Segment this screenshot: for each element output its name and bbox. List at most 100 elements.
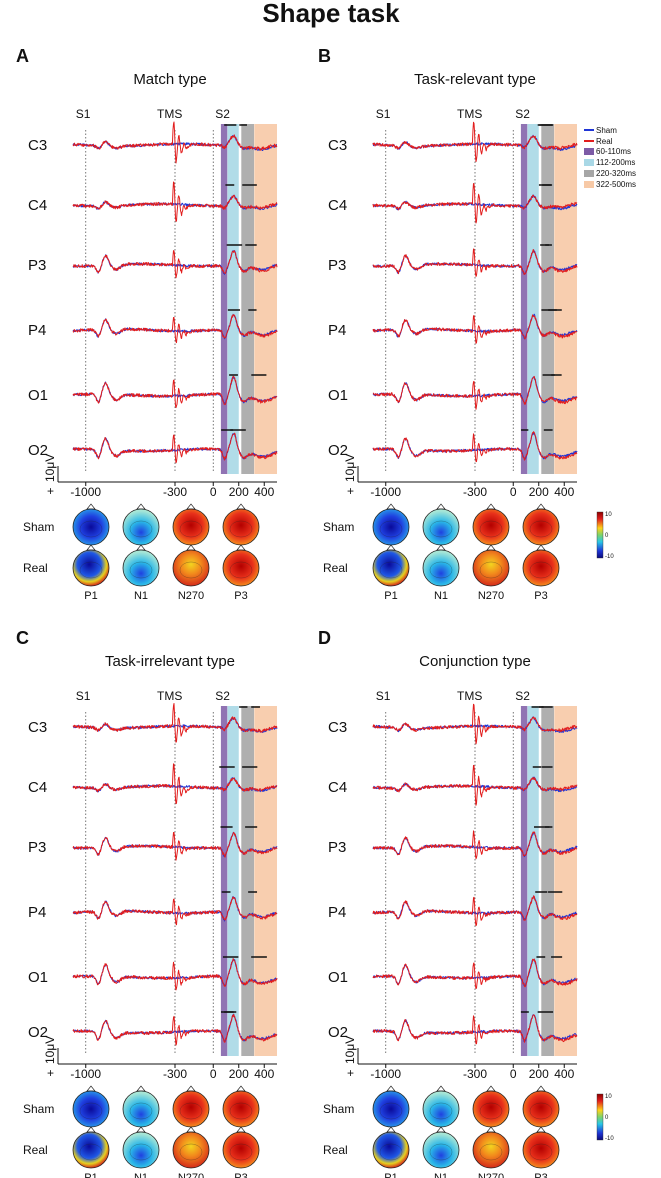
topomap-contour (79, 1102, 103, 1120)
topomap-nose (186, 1126, 196, 1133)
trace-p4-real (72, 314, 278, 344)
channel-label-o2: O2 (28, 1024, 48, 1041)
topo-row-label: Sham (23, 1102, 54, 1116)
x-tick-label: -300 (163, 1067, 187, 1081)
topomap-real-n270 (472, 1131, 510, 1169)
x-tick-label: 0 (210, 1067, 217, 1081)
x-tick-label: -300 (463, 1067, 487, 1081)
trace-p3-real (72, 831, 278, 861)
channel-label-o2: O2 (28, 442, 48, 459)
legend-swatch-window-2 (584, 159, 594, 166)
legend-label-sham: Sham (596, 126, 617, 135)
topomap-contour (479, 561, 503, 579)
channel-label-p4: P4 (28, 322, 46, 339)
topomap-contour (429, 1102, 453, 1120)
panel-title: Match type (133, 71, 206, 88)
trace-c3-real (372, 121, 578, 163)
topomap-nose (236, 503, 246, 510)
x-tick-label: 0 (210, 485, 217, 499)
topo-component-label: P1 (384, 590, 397, 602)
topomap-contour (179, 1102, 203, 1120)
trace-c4-real (72, 763, 278, 805)
topomap-nose (536, 1126, 546, 1133)
panel-letter: D (318, 628, 331, 648)
scale-sign: + (47, 1066, 54, 1080)
topomap-contour (529, 520, 553, 538)
trace-o1-real (72, 958, 278, 991)
scale-label: 10μV (343, 454, 357, 482)
channel-label-c3: C3 (28, 137, 47, 154)
channel-label-p4: P4 (328, 322, 346, 339)
time-window-3 (541, 124, 555, 474)
time-window-2 (227, 124, 239, 474)
trace-o1-real (372, 958, 578, 989)
channel-label-c4: C4 (28, 779, 47, 796)
topo-component-label: P3 (234, 1172, 247, 1178)
event-s2-label: S2 (515, 107, 530, 121)
topomap-real-p3 (522, 549, 560, 587)
topomap-real-p3 (222, 549, 260, 587)
topomap-nose (386, 1085, 396, 1092)
scale-label: 10μV (343, 1036, 357, 1064)
topomap-nose (136, 1126, 146, 1133)
x-tick-label: -300 (163, 485, 187, 499)
topomap-contour (529, 561, 553, 579)
trace-c4-real (372, 764, 578, 806)
event-tms-label: TMS (457, 107, 482, 121)
x-tick-label: 400 (554, 485, 574, 499)
time-window-3 (241, 124, 255, 474)
trace-p3-real (72, 250, 278, 279)
topomap-real-n270 (472, 549, 510, 587)
channel-label-c3: C3 (328, 719, 347, 736)
channel-label-c4: C4 (328, 197, 347, 214)
topo-component-label: P1 (84, 1172, 97, 1178)
topomap-nose (236, 1085, 246, 1092)
channel-label-p4: P4 (28, 904, 46, 921)
topomap-nose (386, 1126, 396, 1133)
legend-swatch-window-4 (584, 181, 594, 188)
scale-sign: + (47, 484, 54, 498)
topo-component-label: N270 (478, 590, 504, 602)
trace-o2-real (72, 432, 278, 464)
panel-title: Task-irrelevant type (105, 653, 235, 670)
trace-p4-real (372, 895, 578, 927)
time-window-4 (254, 124, 277, 474)
time-window-2 (227, 706, 239, 1056)
topo-component-label: N270 (478, 1172, 504, 1178)
channel-label-o2: O2 (328, 1024, 348, 1041)
topomap-nose (486, 1126, 496, 1133)
trace-o2-real (372, 1014, 578, 1045)
colorbar-max: 10 (605, 512, 612, 518)
x-tick-label: 400 (254, 485, 274, 499)
event-s2-label: S2 (215, 107, 230, 121)
trace-o2-real (372, 431, 578, 463)
channel-label-c3: C3 (328, 137, 347, 154)
time-window-1 (220, 124, 228, 474)
topomap-sham-n270 (472, 1090, 510, 1128)
topo-component-label: P1 (384, 1172, 397, 1178)
topomap-sham-p3 (522, 508, 560, 546)
topo-component-label: N1 (134, 590, 148, 602)
channel-label-c4: C4 (28, 197, 47, 214)
channel-label-p3: P3 (28, 257, 46, 274)
colorbar-max: 10 (605, 1094, 612, 1100)
time-window-1 (520, 706, 528, 1056)
panel-title: Task-relevant type (414, 71, 536, 88)
event-s1-label: S1 (376, 689, 391, 703)
topomap-sham-p1 (72, 1090, 110, 1128)
topomap-real-n1 (122, 1131, 160, 1169)
topomap-sham-n270 (472, 508, 510, 546)
colorbar (596, 511, 604, 559)
topomap-nose (436, 1126, 446, 1133)
topomap-real-n1 (122, 549, 160, 587)
trace-o1-real (72, 375, 278, 409)
legend-swatch-window-1 (584, 148, 594, 155)
topomap-contour (79, 1143, 103, 1161)
figure-title: Shape task (262, 0, 400, 28)
topomap-contour (479, 1143, 503, 1161)
topomap-real-p3 (522, 1131, 560, 1169)
event-s1-label: S1 (376, 107, 391, 121)
x-tick-label: 200 (229, 485, 249, 499)
topomap-nose (436, 503, 446, 510)
topomap-nose (86, 544, 96, 551)
